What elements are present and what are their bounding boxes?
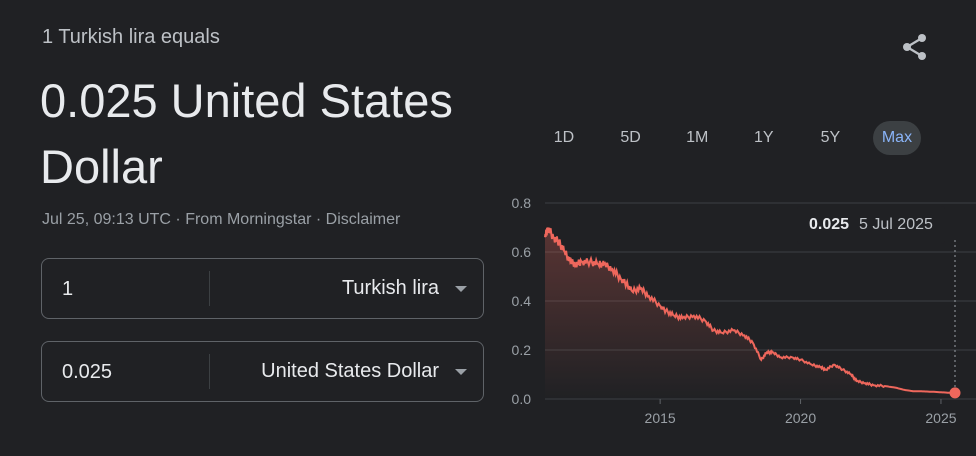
meta-separator: · [315,211,322,228]
range-1m[interactable]: 1M [686,129,709,146]
range-1d[interactable]: 1D [553,129,575,146]
rate-meta: Jul 25, 09:13 UTC · From Morningstar · D… [42,211,400,229]
share-button[interactable] [900,32,930,62]
meta-separator: · [175,211,181,228]
from-currency-label: Turkish lira [341,277,439,299]
tooltip-value: 0.025 [809,216,850,233]
range-5d[interactable]: 5D [620,129,641,146]
y-tick-label: 0.4 [512,293,532,309]
timestamp: Jul 25, 09:13 UTC [42,211,171,228]
range-5y[interactable]: 5Y [820,129,841,146]
chart-line [544,227,956,394]
range-selector: 1D 5D 1M 1Y 5Y Max [540,121,940,155]
from-amount-input[interactable] [60,259,204,320]
caret-down-icon [455,368,467,375]
x-tick-label: 2015 [645,410,676,426]
to-currency-select[interactable]: United States Dollar [261,342,467,401]
rate-subtitle: 1 Turkish lira equals [42,26,220,48]
divider [209,354,210,389]
from-currency-select[interactable]: Turkish lira [342,259,467,318]
to-amount-input[interactable] [60,342,204,403]
x-tick-label: 2025 [925,410,956,426]
y-tick-label: 0.0 [512,391,532,407]
caret-down-icon [455,285,467,292]
from-converter: Turkish lira [41,258,484,320]
disclaimer-link[interactable]: Disclaimer [325,211,401,228]
source-link[interactable]: From Morningstar [185,211,312,228]
y-tick-label: 0.6 [512,244,532,260]
y-tick-label: 0.8 [512,195,532,211]
x-tick-label: 2020 [785,410,816,426]
exchange-rate-chart: 0.8 0.6 0.4 0.2 0.0 2015 2020 2025 [512,195,976,426]
tooltip-date: 5 Jul 2025 [859,216,933,233]
rate-result: 0.025 United States Dollar [40,74,453,193]
to-currency-label: United States Dollar [261,360,439,382]
range-max[interactable]: Max [872,121,921,155]
divider [209,271,210,306]
y-tick-label: 0.2 [512,342,532,358]
chart-tooltip: 0.025 5 Jul 2025 [797,206,945,244]
range-1y[interactable]: 1Y [753,129,774,146]
chart-area [545,227,955,399]
to-converter: United States Dollar [41,341,484,403]
chart-hover-point [949,387,961,399]
share-icon [903,34,926,60]
